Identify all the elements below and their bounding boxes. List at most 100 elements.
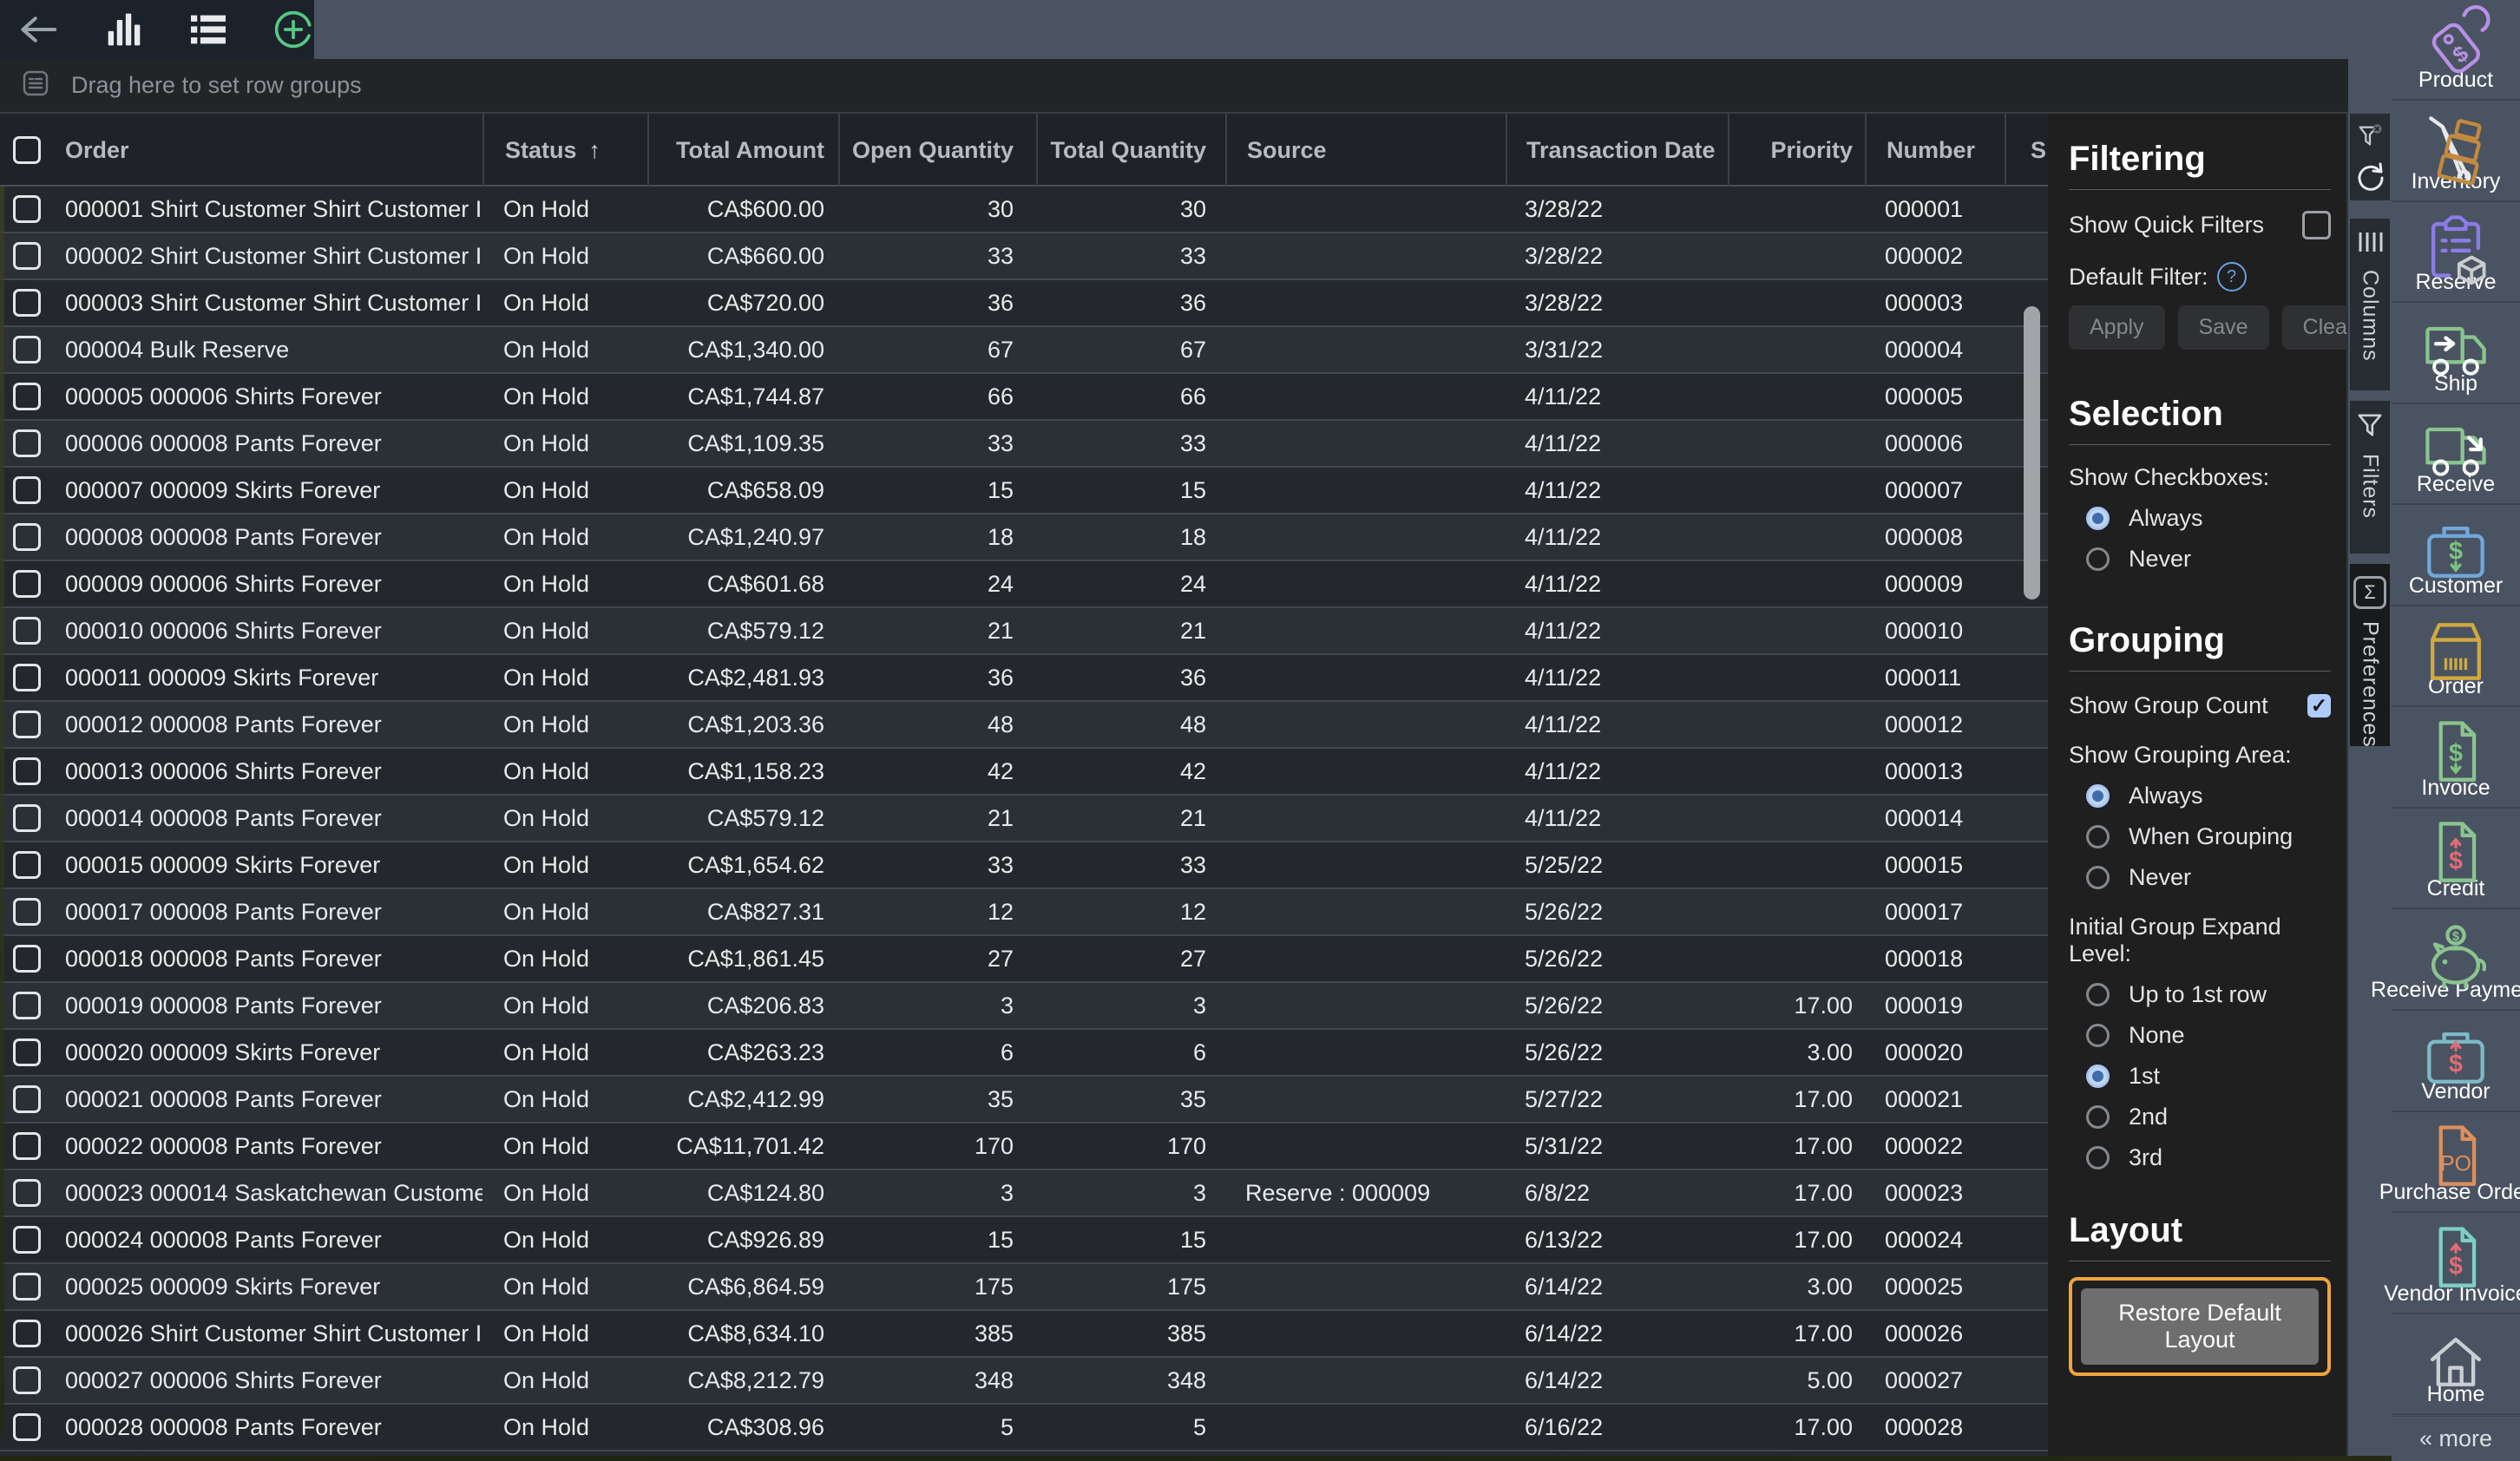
table-row[interactable]: 000022 000008 Pants Forever On Hold CA$11,…: [0, 1124, 2048, 1170]
column-header-transaction-date[interactable]: Transaction Date: [1506, 114, 1728, 187]
radio-option-3rd[interactable]: 3rd: [2086, 1144, 2331, 1171]
table-row[interactable]: 000006 000008 Pants Forever On Hold CA$1,1…: [0, 421, 2048, 468]
radio-option-always[interactable]: Always: [2086, 505, 2331, 532]
table-row[interactable]: 000018 000008 Pants Forever On Hold CA$1,8…: [0, 936, 2048, 983]
column-header-order[interactable]: Order: [65, 136, 129, 163]
radio-option-when-grouping[interactable]: When Grouping: [2086, 823, 2331, 850]
nav-item-purchase-order[interactable]: PO Purchase Order: [2379, 1112, 2520, 1213]
row-checkbox[interactable]: [13, 992, 41, 1019]
row-checkbox[interactable]: [13, 851, 41, 879]
row-checkbox[interactable]: [13, 804, 41, 832]
tab-filters[interactable]: Filters: [2350, 401, 2390, 554]
table-row[interactable]: 000028 000008 Pants Forever On Hold CA$308…: [0, 1405, 2048, 1451]
radio-selected[interactable]: [2086, 1065, 2110, 1088]
row-checkbox[interactable]: [13, 429, 41, 457]
row-checkbox[interactable]: [13, 195, 41, 223]
table-row[interactable]: 000013 000006 Shirts Forever On Hold CA$1,…: [0, 749, 2048, 796]
table-row[interactable]: 000025 000009 Skirts Forever On Hold CA$6,…: [0, 1264, 2048, 1311]
radio-option-up-to-1st-row[interactable]: Up to 1st row: [2086, 981, 2331, 1008]
row-checkbox[interactable]: [13, 336, 41, 364]
table-row[interactable]: 000015 000009 Skirts Forever On Hold CA$1,…: [0, 842, 2048, 889]
row-checkbox[interactable]: [13, 523, 41, 551]
table-row[interactable]: 000005 000006 Shirts Forever On Hold CA$1,…: [0, 374, 2048, 421]
back-icon[interactable]: [17, 9, 59, 50]
nav-item-home[interactable]: Home: [2392, 1314, 2520, 1415]
table-row[interactable]: 000012 000008 Pants Forever On Hold CA$1,2…: [0, 702, 2048, 749]
row-checkbox[interactable]: [13, 711, 41, 738]
nav-item-invoice[interactable]: $ Invoice: [2392, 708, 2520, 809]
row-checkbox[interactable]: [13, 1132, 41, 1160]
row-checkbox[interactable]: [13, 1320, 41, 1347]
column-header-total-amount[interactable]: Total Amount: [647, 114, 838, 187]
save-button[interactable]: Save: [2177, 305, 2269, 350]
nav-item-order[interactable]: Order: [2392, 606, 2520, 707]
radio-option-never[interactable]: Never: [2086, 546, 2331, 573]
radio-unselected[interactable]: [2086, 866, 2110, 889]
row-group-drop-zone[interactable]: Drag here to set row groups: [0, 59, 2392, 114]
nav-item-vendor[interactable]: $ Vendor: [2392, 1012, 2520, 1112]
row-checkbox[interactable]: [13, 1038, 41, 1066]
table-row[interactable]: 000021 000008 Pants Forever On Hold CA$2,4…: [0, 1077, 2048, 1124]
radio-unselected[interactable]: [2086, 1146, 2110, 1169]
table-row[interactable]: 000014 000008 Pants Forever On Hold CA$579…: [0, 796, 2048, 842]
row-checkbox[interactable]: [13, 664, 41, 691]
row-checkbox[interactable]: [13, 898, 41, 926]
row-checkbox[interactable]: [13, 242, 41, 270]
nav-more-button[interactable]: « more: [2392, 1416, 2520, 1461]
nav-item-reserve[interactable]: Reserve: [2392, 202, 2520, 303]
nav-item-customer[interactable]: $ Customer: [2392, 506, 2520, 606]
radio-option-none[interactable]: None: [2086, 1022, 2331, 1049]
row-checkbox[interactable]: [13, 1366, 41, 1394]
nav-item-vendor-invoice[interactable]: $ Vendor Invoice: [2384, 1214, 2520, 1314]
list-view-icon[interactable]: [188, 9, 227, 50]
nav-item-receive[interactable]: Receive: [2392, 404, 2520, 505]
select-all-checkbox[interactable]: [13, 136, 41, 164]
table-row[interactable]: 000024 000008 Pants Forever On Hold CA$926…: [0, 1217, 2048, 1264]
nav-item-ship[interactable]: Ship: [2392, 304, 2520, 404]
row-checkbox[interactable]: [13, 1413, 41, 1441]
show-quick-filters-checkbox[interactable]: [2302, 211, 2331, 239]
table-row[interactable]: 000008 000008 Pants Forever On Hold CA$1,2…: [0, 514, 2048, 561]
column-header-open-quantity[interactable]: Open Quantity: [838, 114, 1036, 187]
row-checkbox[interactable]: [13, 1179, 41, 1207]
radio-option-never[interactable]: Never: [2086, 864, 2331, 891]
show-group-count-checkbox[interactable]: [2307, 694, 2331, 717]
row-checkbox[interactable]: [13, 476, 41, 504]
radio-unselected[interactable]: [2086, 547, 2110, 571]
column-header-source[interactable]: Source: [1225, 114, 1506, 187]
table-row[interactable]: 000004 Bulk Reserve On Hold CA$1,340.00 67 6…: [0, 327, 2048, 374]
apply-button[interactable]: Apply: [2069, 305, 2165, 350]
table-row[interactable]: 000020 000009 Skirts Forever On Hold CA$26…: [0, 1030, 2048, 1077]
nav-item-product[interactable]: $ Product: [2392, 0, 2520, 101]
radio-selected[interactable]: [2086, 784, 2110, 808]
row-checkbox[interactable]: [13, 757, 41, 785]
nav-item-receive-payment[interactable]: $Receive Payment: [2371, 910, 2520, 1011]
restore-default-layout-button[interactable]: Restore Default Layout: [2081, 1288, 2319, 1365]
help-icon[interactable]: ?: [2216, 262, 2247, 292]
add-icon[interactable]: [272, 9, 314, 50]
row-checkbox[interactable]: [13, 1085, 41, 1113]
column-header-total-quantity[interactable]: Total Quantity: [1036, 114, 1225, 187]
row-checkbox[interactable]: [13, 570, 41, 598]
radio-unselected[interactable]: [2086, 825, 2110, 848]
table-row[interactable]: 000007 000009 Skirts Forever On Hold CA$65…: [0, 468, 2048, 514]
table-row[interactable]: 000009 000006 Shirts Forever On Hold CA$60…: [0, 561, 2048, 608]
row-checkbox[interactable]: [13, 617, 41, 645]
table-row[interactable]: 000017 000008 Pants Forever On Hold CA$827…: [0, 889, 2048, 936]
nav-item-credit[interactable]: $ Credit: [2392, 809, 2520, 909]
column-header-s[interactable]: S: [2005, 114, 2048, 187]
nav-item-inventory[interactable]: Inventory: [2392, 102, 2520, 202]
table-row[interactable]: 000027 000006 Shirts Forever On Hold CA$8,…: [0, 1358, 2048, 1405]
radio-selected[interactable]: [2086, 507, 2110, 530]
table-row[interactable]: 000011 000009 Skirts Forever On Hold CA$2,…: [0, 655, 2048, 702]
bar-chart-icon[interactable]: [104, 9, 143, 50]
column-header-status[interactable]: Status ↑: [482, 114, 647, 187]
vertical-scrollbar[interactable]: [2024, 306, 2040, 599]
table-row[interactable]: 000003 Shirt Customer Shirt Customer Inc…: [0, 280, 2048, 327]
radio-option-1st[interactable]: 1st: [2086, 1063, 2331, 1090]
radio-unselected[interactable]: [2086, 983, 2110, 1006]
tab-columns[interactable]: Columns: [2350, 219, 2390, 390]
column-header-priority[interactable]: Priority: [1728, 114, 1865, 187]
row-checkbox[interactable]: [13, 383, 41, 410]
radio-unselected[interactable]: [2086, 1024, 2110, 1047]
